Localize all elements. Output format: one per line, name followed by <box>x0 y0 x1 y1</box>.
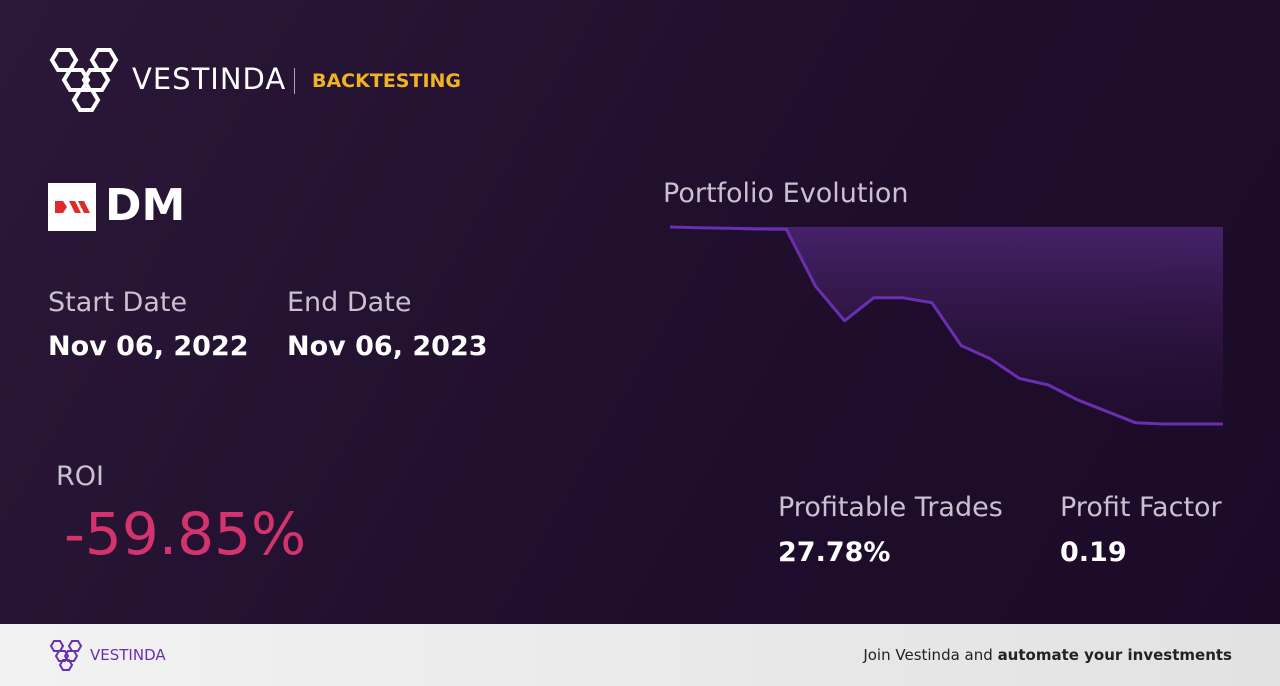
start-label: Start Date <box>48 287 188 318</box>
asset-logo <box>48 183 96 231</box>
footer-text: Join Vestinda and automate your investme… <box>863 646 1232 664</box>
stat-label: Profit Factor <box>1060 492 1222 523</box>
footer-join: Join Vestinda and <box>863 646 993 664</box>
section-name: BACKTESTING <box>312 70 462 92</box>
stat-value: 27.78% <box>778 537 891 568</box>
ticker: DM <box>105 180 186 231</box>
footer-logo <box>49 640 83 671</box>
footer: VESTINDA Join Vestinda and automate your… <box>0 624 1280 686</box>
roi-label: ROI <box>56 461 104 492</box>
line <box>669 225 1223 426</box>
brand-logo <box>49 48 119 112</box>
chart-title: Portfolio Evolution <box>663 178 909 209</box>
brand-name: VESTINDA <box>132 62 287 96</box>
roi-value: -59.85% <box>64 500 307 568</box>
end-label: End Date <box>287 287 412 318</box>
chart <box>669 225 1223 426</box>
footer-cta: automate your investments <box>997 646 1232 664</box>
footer-brand: VESTINDA <box>90 646 166 664</box>
divider <box>294 68 295 94</box>
end-date: Nov 06, 2023 <box>287 331 488 362</box>
stat-value: 0.19 <box>1060 537 1127 568</box>
stat-label: Profitable Trades <box>778 492 1003 523</box>
start-date: Nov 06, 2022 <box>48 331 249 362</box>
area <box>670 227 1223 424</box>
